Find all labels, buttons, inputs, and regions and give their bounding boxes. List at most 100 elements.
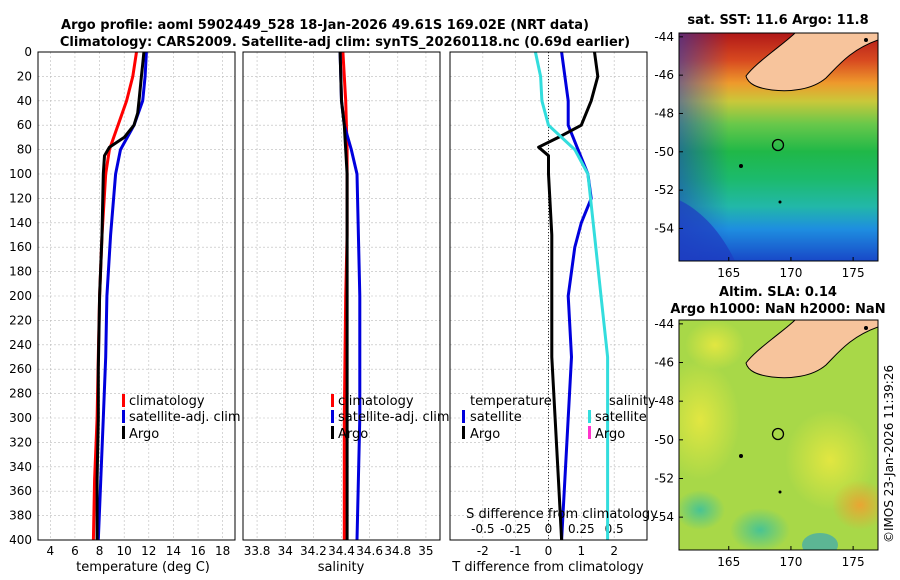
legend-label-climatology: climatology (338, 394, 414, 409)
argo-position-marker (771, 427, 785, 441)
map-y-tick-label: -46 (654, 356, 674, 370)
y-tick-label: 0 (24, 45, 32, 59)
land-new-zealand (745, 320, 878, 379)
y-tick-label: 100 (9, 167, 32, 181)
y-tick-label: 180 (9, 265, 32, 279)
argo-position-marker (771, 138, 785, 152)
series-line-temperature-argo (537, 51, 600, 541)
legend-label-temp-satellite: satellite (470, 410, 522, 425)
x-tick-label: 1 (578, 544, 586, 558)
x-tick-label: 33.8 (244, 544, 271, 558)
plot-frame (37, 51, 236, 541)
y-tick-label: 40 (17, 94, 32, 108)
y-tick-label: 360 (9, 484, 32, 498)
legend-swatch-temp-satellite (462, 410, 465, 423)
y-tick-label: 120 (9, 191, 32, 205)
map-x-tick-label: 175 (842, 266, 865, 280)
temperature-legend: climatology satellite-adj. clim Argo (122, 394, 241, 442)
y-tick-label: 240 (9, 338, 32, 352)
copyright-stamp: ©IMOS 23-Jan-2026 11:39:26 (882, 365, 896, 543)
x-tick-label: 0 (545, 544, 553, 558)
salinity-xlabel: salinity (318, 560, 365, 575)
sla-map-title-line2: Argo h1000: NaN h2000: NaN (670, 302, 885, 317)
y-tick-label: 20 (17, 69, 32, 83)
legend-label-temp-argo: Argo (470, 427, 500, 442)
sst-map-title: sat. SST: 11.6 Argo: 11.8 (687, 13, 868, 28)
legend-swatch-satellite (331, 410, 334, 423)
legend-label-satellite: satellite-adj. clim (338, 410, 450, 425)
series-line-argo (338, 51, 349, 540)
island-2 (778, 490, 782, 494)
map-y-tick-label: -50 (654, 145, 674, 159)
salinity-legend: climatology satellite-adj. clim Argo (331, 394, 450, 442)
sst-cold-patch (679, 200, 735, 261)
y-tick-label: 340 (9, 460, 32, 474)
x-tick-label: 34.4 (328, 544, 355, 558)
secondary-tick-label: 0.25 (568, 522, 595, 536)
legend-swatch-argo (331, 426, 334, 439)
x-tick-label: 6 (71, 544, 79, 558)
x-tick-label: 16 (190, 544, 205, 558)
legend-title-salinity: salinity (609, 394, 656, 409)
difference-xlabel: T difference from climatology (451, 560, 644, 575)
series-line-argo (95, 51, 146, 540)
temperature-xlabel: temperature (deg C) (76, 560, 210, 575)
land-new-zealand (745, 33, 878, 92)
legend-swatch-temp-argo (462, 426, 465, 439)
map-y-tick-label: -52 (654, 471, 674, 485)
map-y-tick-label: -52 (654, 183, 674, 197)
y-tick-label: 140 (9, 216, 32, 230)
series-line-temperature-satellite (560, 51, 593, 541)
sst-map-ticks: 165 170 175 -44 -46 -48 -50 -52 -54 (654, 30, 864, 280)
map-y-tick-label: -44 (654, 317, 674, 331)
figure-title-line2: Climatology: CARS2009. Satellite-adj cli… (60, 35, 630, 50)
legend-label-climatology: climatology (129, 394, 205, 409)
secondary-tick-label: -0.5 (471, 522, 494, 536)
x-tick-label: 4 (46, 544, 54, 558)
secondary-tick-label: 0.5 (605, 522, 624, 536)
y-tick-label: 280 (9, 387, 32, 401)
x-tick-label: 18 (215, 544, 230, 558)
sst-map: sat. SST: 11.6 Argo: 11.8 165 170 175 -44 -4… (654, 13, 879, 280)
legend-label-satellite: satellite-adj. clim (129, 410, 241, 425)
y-tick-label: 160 (9, 240, 32, 254)
sla-blob (802, 533, 838, 550)
plot-frame (242, 51, 441, 541)
sla-map-title-line1: Altim. SLA: 0.14 (719, 285, 837, 300)
sla-blob (832, 480, 878, 530)
map-y-tick-label: -48 (654, 394, 674, 408)
island-1 (739, 454, 743, 458)
x-tick-label: 14 (166, 544, 181, 558)
map-x-tick-label: 170 (779, 555, 802, 569)
legend-swatch-climatology (122, 394, 125, 407)
sla-blob (679, 490, 725, 530)
map-y-tick-label: -54 (654, 221, 674, 235)
x-tick-label: -2 (477, 544, 489, 558)
legend-label-sal-argo: Argo (595, 427, 625, 442)
y-tick-label: 260 (9, 362, 32, 376)
map-y-tick-label: -46 (654, 68, 674, 82)
plot-frame (449, 51, 648, 541)
y-tick-label: 200 (9, 289, 32, 303)
difference-secondary-xlabel: S difference from climatology (466, 507, 658, 522)
sla-map-ticks: 165 170 175 -44 -46 -48 -50 -52 -54 (654, 317, 864, 569)
legend-swatch-satellite (122, 410, 125, 423)
map-y-tick-label: -48 (654, 106, 674, 120)
x-tick-label: 10 (117, 544, 132, 558)
legend-label-argo: Argo (129, 427, 159, 442)
x-tick-label: 34.2 (300, 544, 327, 558)
y-tick-label: 220 (9, 313, 32, 327)
legend-label-argo: Argo (338, 427, 368, 442)
map-y-tick-label: -54 (654, 510, 674, 524)
x-tick-label: 2 (610, 544, 618, 558)
map-x-tick-label: 170 (779, 266, 802, 280)
x-tick-label: 34 (278, 544, 293, 558)
x-tick-label: 12 (141, 544, 156, 558)
map-x-tick-label: 165 (717, 555, 740, 569)
island-2 (778, 200, 782, 204)
legend-swatch-sal-argo (588, 426, 591, 439)
sla-map: Altim. SLA: 0.14 Argo h1000: NaN h2000: … (654, 285, 885, 569)
y-tick-label: 380 (9, 509, 32, 523)
legend-label-sal-satellite: satellite (595, 410, 647, 425)
x-tick-label: 35 (418, 544, 433, 558)
